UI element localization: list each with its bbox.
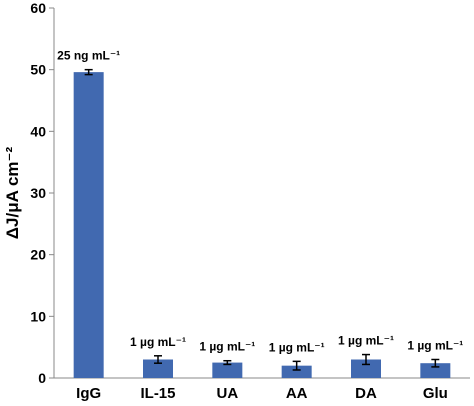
bar	[420, 363, 451, 378]
data-label: 1 µg mL⁻¹	[338, 334, 394, 348]
x-tick-label: DA	[355, 385, 377, 401]
y-tick-label: 60	[30, 0, 46, 16]
y-tick-label: 40	[30, 123, 46, 139]
y-tick-label: 10	[30, 308, 46, 324]
bar	[73, 72, 104, 378]
bar	[281, 365, 312, 378]
bar	[143, 359, 173, 378]
data-label: 1 µg mL⁻¹	[269, 340, 325, 354]
x-tick-label: AA	[286, 385, 308, 401]
x-tick-label: Glu	[423, 385, 448, 401]
data-label: 1 µg mL⁻¹	[199, 340, 255, 354]
bar	[351, 359, 381, 378]
data-label: 1 µg mL⁻¹	[407, 339, 463, 353]
bar	[212, 362, 243, 378]
y-tick-label: 0	[38, 370, 46, 386]
x-tick-label: IL-15	[140, 385, 175, 401]
y-axis-label: ΔJ/μA cm⁻²	[3, 146, 22, 239]
data-label: 25 ng mL⁻¹	[57, 49, 120, 63]
x-tick-label: IgG	[76, 385, 101, 401]
data-label: 1 µg mL⁻¹	[130, 335, 186, 349]
y-tick-label: 30	[30, 185, 46, 201]
y-tick-label: 50	[30, 62, 46, 78]
x-tick-label: UA	[216, 385, 238, 401]
y-tick-label: 20	[30, 247, 46, 263]
